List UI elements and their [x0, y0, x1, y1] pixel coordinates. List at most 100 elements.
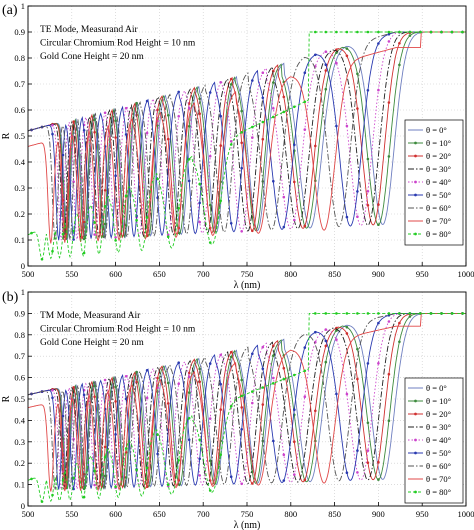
series-line-theta-0 [28, 312, 466, 490]
chart-panel-b: (b) 500 550 600 650 700 750 800 850 900 950 1000 0 0.… [1, 287, 474, 530]
series-marker [229, 405, 233, 408]
series-marker [240, 482, 243, 486]
series-marker [187, 391, 191, 394]
series-marker [324, 328, 328, 331]
series-marker [398, 340, 401, 344]
series-marker [303, 369, 307, 373]
series-marker [93, 221, 96, 224]
series-marker [219, 81, 222, 84]
plot-area [28, 312, 466, 503]
y-tick-label: 0.6 [14, 373, 25, 383]
series-marker [229, 83, 233, 86]
legend-marker [414, 438, 417, 442]
series-marker [366, 449, 370, 452]
series-marker [198, 112, 201, 115]
series-marker [314, 53, 317, 57]
x-tick-label: 650 [153, 509, 166, 519]
legend-marker [414, 399, 417, 403]
series-line-theta-60 [28, 312, 466, 490]
series-marker [72, 476, 75, 480]
y-tick-label: 0.4 [14, 415, 25, 425]
series-marker [219, 353, 222, 357]
series-marker [82, 220, 86, 224]
series-marker [114, 236, 117, 239]
legend-entry: θ = 70° [426, 474, 451, 484]
x-tick-label: 550 [65, 269, 78, 279]
series-marker [135, 468, 138, 472]
series-marker [187, 125, 191, 128]
y-axis-label: R [1, 395, 12, 402]
series-marker [440, 30, 443, 34]
series-marker [229, 140, 233, 143]
legend-marker [414, 490, 417, 494]
series-marker [272, 179, 275, 183]
y-tick-label: 0.7 [14, 351, 25, 361]
legend-entry: θ = 30° [426, 422, 451, 432]
series-marker [114, 485, 117, 489]
series-marker [93, 131, 96, 134]
legend-entry: θ = 50° [426, 448, 451, 458]
series-marker [208, 203, 212, 207]
series-marker [261, 386, 265, 389]
series-marker [408, 30, 412, 34]
series-marker [314, 409, 317, 413]
x-tick-label: 600 [109, 269, 122, 279]
x-tick-label: 950 [416, 269, 429, 279]
series-marker [387, 155, 391, 158]
y-tick-label: 0.1 [14, 235, 25, 245]
y-tick-label: 0 [21, 261, 25, 271]
series-marker [356, 471, 359, 474]
series-line-theta-70 [28, 312, 466, 492]
series-marker [40, 500, 44, 503]
series-marker [219, 408, 222, 411]
x-tick-label: 850 [328, 509, 341, 519]
series-marker [366, 312, 370, 315]
series-marker [450, 30, 454, 34]
series-marker [345, 332, 349, 335]
series-marker [261, 120, 265, 124]
x-tick-label: 650 [153, 269, 166, 279]
series-marker [82, 495, 86, 499]
series-marker [114, 239, 117, 242]
x-tick-label: 800 [284, 269, 297, 279]
series-marker [156, 433, 159, 436]
series-marker [282, 453, 286, 457]
series-marker [272, 115, 275, 119]
series-marker [303, 128, 307, 131]
series-marker [229, 355, 233, 359]
series-marker [240, 141, 243, 145]
series-marker [461, 312, 464, 315]
legend-entry: θ = 10° [426, 396, 451, 406]
series-marker [166, 483, 170, 487]
y-tick-label: 0.3 [14, 437, 25, 447]
series-marker [177, 115, 180, 118]
series-marker [93, 395, 96, 399]
series-marker [198, 457, 201, 461]
series-marker [261, 367, 265, 371]
series-marker [145, 216, 149, 219]
y-tick-label: 0.3 [14, 183, 25, 193]
legend-marker [414, 193, 417, 197]
series-marker [356, 215, 359, 218]
series-marker [324, 87, 328, 91]
series-marker [166, 381, 170, 385]
series-marker [272, 376, 275, 380]
series-marker [198, 380, 201, 384]
series-marker [114, 400, 117, 403]
series-marker [61, 479, 65, 482]
series-marker [261, 403, 265, 406]
series-marker [135, 370, 138, 374]
series-marker [251, 352, 254, 356]
series-marker [145, 396, 149, 400]
series-marker [145, 466, 149, 470]
series-marker [51, 249, 54, 253]
series-marker [82, 487, 86, 491]
series-marker [51, 132, 54, 136]
legend-marker [414, 180, 417, 184]
series-marker [93, 384, 96, 388]
series-marker [335, 51, 338, 54]
series-marker [219, 144, 222, 147]
series-marker [387, 40, 391, 43]
series-marker [30, 231, 33, 235]
x-tick-label: 900 [372, 269, 385, 279]
